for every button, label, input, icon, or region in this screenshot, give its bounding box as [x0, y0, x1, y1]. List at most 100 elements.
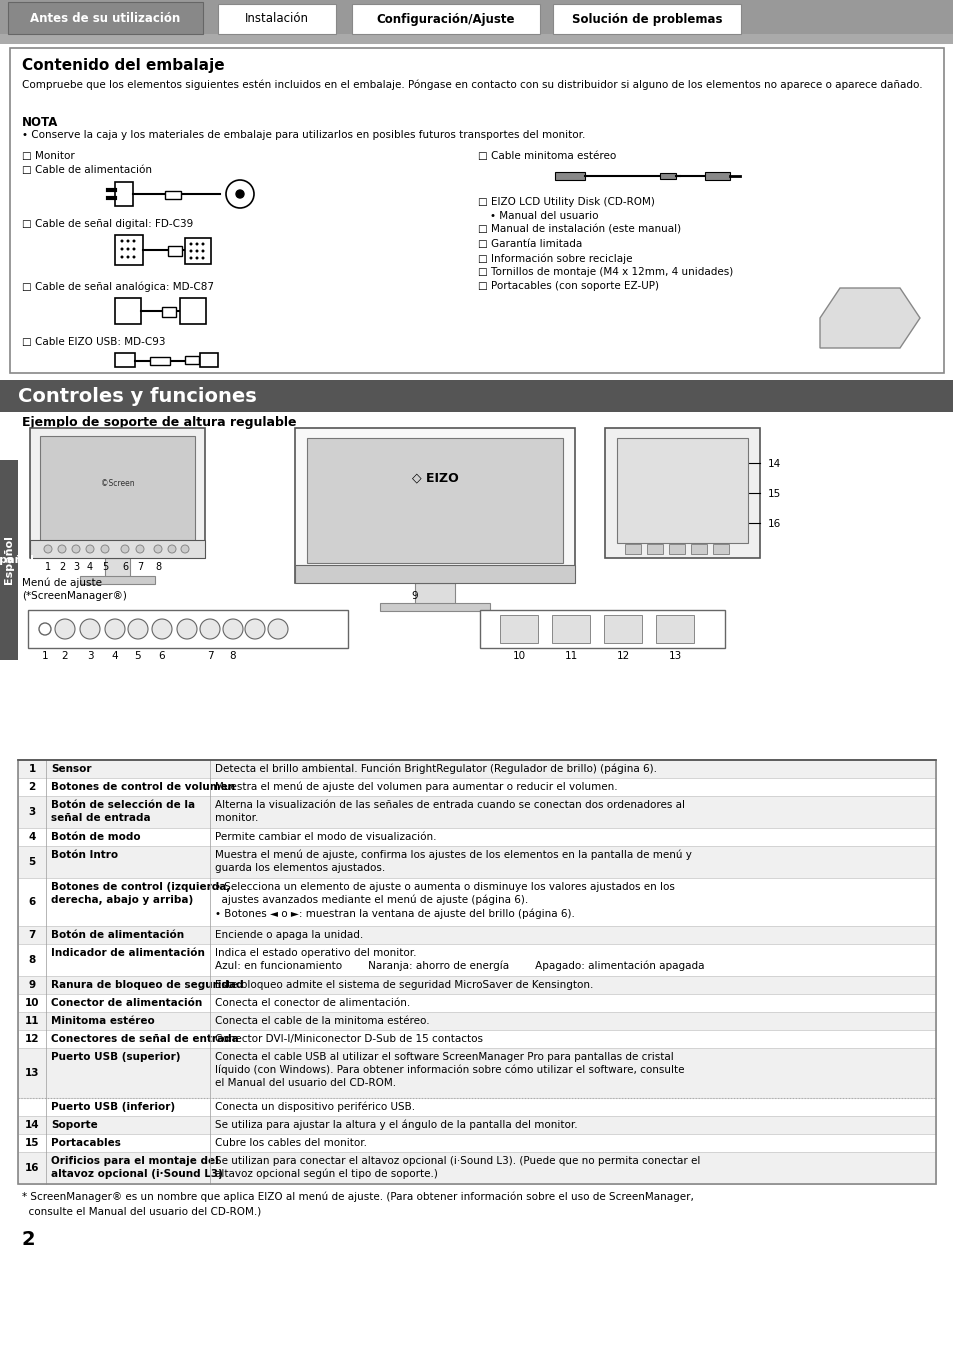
Circle shape [44, 545, 52, 554]
Text: 15: 15 [25, 1138, 39, 1148]
Bar [18, 878, 935, 926]
Bar [18, 1134, 935, 1152]
Text: Indicador de alimentación: Indicador de alimentación [51, 948, 205, 958]
Bar [18, 976, 935, 994]
Text: 7: 7 [207, 651, 213, 661]
Text: Alterna la visualización de las señales de entrada cuando se conectan dos ordena: Alterna la visualización de las señales … [214, 801, 684, 822]
Text: □ Cable minitoma estéreo: □ Cable minitoma estéreo [477, 151, 616, 161]
Text: Se utilizan para conectar el altavoz opcional (i·Sound L3). (Puede que no permit: Se utilizan para conectar el altavoz opc… [214, 1156, 700, 1180]
Text: 8: 8 [154, 562, 161, 572]
Bar [18, 1152, 935, 1184]
Text: Detecta el brillo ambiental. Función BrightRegulator (Regulador de brillo) (pági: Detecta el brillo ambiental. Función Bri… [214, 764, 657, 775]
Text: 2: 2 [22, 1230, 35, 1249]
Text: 6: 6 [158, 651, 165, 661]
Circle shape [128, 620, 148, 639]
Circle shape [39, 622, 51, 634]
Bar [105, 558, 130, 578]
Bar [499, 616, 537, 643]
Text: Botón de selección de la
señal de entrada: Botón de selección de la señal de entrad… [51, 801, 195, 822]
Bar [604, 428, 760, 558]
Bar [18, 760, 935, 778]
Bar [479, 610, 724, 648]
Text: 6: 6 [122, 562, 128, 572]
Text: Muestra el menú de ajuste del volumen para aumentar o reducir el volumen.: Muestra el menú de ajuste del volumen pa… [214, 782, 617, 792]
Text: Se utiliza para ajustar la altura y el ángulo de la pantalla del monitor.: Se utiliza para ajustar la altura y el á… [214, 1120, 577, 1130]
Text: ©Screen: ©Screen [101, 478, 134, 487]
Bar [18, 846, 935, 878]
Text: Ranura de bloqueo de seguridad: Ranura de bloqueo de seguridad [51, 980, 243, 990]
Circle shape [127, 239, 130, 243]
Text: □ Cable de alimentación: □ Cable de alimentación [22, 165, 152, 176]
Circle shape [201, 243, 204, 246]
Text: □ Garantía limitada: □ Garantía limitada [477, 239, 581, 248]
Circle shape [190, 250, 193, 252]
Circle shape [201, 250, 204, 252]
Text: 3: 3 [29, 807, 35, 817]
Text: 4: 4 [29, 832, 35, 842]
Text: Compruebe que los elementos siguientes estén incluidos en el embalaje. Póngase e: Compruebe que los elementos siguientes e… [22, 80, 922, 90]
Text: 2: 2 [29, 782, 35, 792]
Bar [18, 828, 935, 846]
Text: Botón Intro: Botón Intro [51, 850, 118, 860]
Text: Botones de control de volumen: Botones de control de volumen [51, 782, 234, 792]
Text: • Conserve la caja y los materiales de embalaje para utilizarlos en posibles fut: • Conserve la caja y los materiales de e… [22, 130, 585, 140]
Bar [18, 994, 935, 1012]
Text: Botón de modo: Botón de modo [51, 832, 140, 842]
Circle shape [132, 239, 135, 243]
Text: 4: 4 [112, 651, 118, 661]
Text: Ejemplo de soporte de altura regulable: Ejemplo de soporte de altura regulable [22, 416, 296, 429]
Text: 14: 14 [25, 1120, 39, 1130]
Text: Permite cambiar el modo de visualización.: Permite cambiar el modo de visualización… [214, 832, 436, 842]
Text: • Selecciona un elemento de ajuste o aumenta o disminuye los valores ajustados e: • Selecciona un elemento de ajuste o aum… [214, 882, 674, 919]
Text: ◇ EIZO: ◇ EIZO [411, 471, 457, 485]
Text: Enciende o apaga la unidad.: Enciende o apaga la unidad. [214, 930, 363, 940]
Circle shape [86, 545, 94, 554]
Circle shape [120, 255, 123, 258]
Text: Botón de alimentación: Botón de alimentación [51, 930, 184, 940]
Circle shape [168, 545, 175, 554]
Text: 6: 6 [29, 896, 35, 907]
Text: Configuración/Ajuste: Configuración/Ajuste [376, 12, 515, 26]
Bar [704, 171, 729, 180]
Bar [0, 34, 953, 45]
Text: * ScreenManager® es un nombre que aplica EIZO al menú de ajuste. (Para obtener i: * ScreenManager® es un nombre que aplica… [22, 1192, 693, 1216]
Text: Contenido del embalaje: Contenido del embalaje [22, 58, 224, 73]
Text: Puerto USB (inferior): Puerto USB (inferior) [51, 1102, 175, 1112]
Circle shape [136, 545, 144, 554]
Circle shape [190, 243, 193, 246]
Text: 7: 7 [136, 562, 143, 572]
Bar [185, 238, 211, 265]
Bar [603, 616, 641, 643]
Text: 9: 9 [29, 980, 35, 990]
Bar [294, 566, 575, 583]
Text: 3: 3 [72, 562, 79, 572]
Text: Puerto USB (superior): Puerto USB (superior) [51, 1052, 180, 1062]
Bar [115, 182, 132, 207]
Text: Conecta el cable de la minitoma estéreo.: Conecta el cable de la minitoma estéreo. [214, 1017, 429, 1026]
Bar [294, 428, 575, 583]
Bar [185, 356, 199, 365]
Text: 5: 5 [102, 562, 108, 572]
Bar [712, 544, 728, 554]
Text: 8: 8 [230, 651, 236, 661]
Text: 15: 15 [767, 489, 781, 500]
Circle shape [226, 180, 253, 208]
Text: NOTA: NOTA [22, 116, 58, 130]
Text: Minitoma estéreo: Minitoma estéreo [51, 1017, 154, 1026]
Text: 1: 1 [29, 764, 35, 774]
Bar [200, 352, 218, 367]
Text: 1: 1 [42, 651, 49, 661]
Bar [415, 583, 455, 605]
Circle shape [105, 620, 125, 639]
Bar [18, 944, 935, 976]
Text: Conecta el conector de alimentación.: Conecta el conector de alimentación. [214, 998, 410, 1008]
Circle shape [80, 620, 100, 639]
Circle shape [121, 545, 129, 554]
Bar [690, 544, 706, 554]
Bar [18, 796, 935, 828]
Text: Muestra el menú de ajuste, confirma los ajustes de los elementos en la pantalla : Muestra el menú de ajuste, confirma los … [214, 850, 691, 873]
Circle shape [223, 620, 243, 639]
Text: Conectores de señal de entrada: Conectores de señal de entrada [51, 1034, 238, 1044]
Text: 14: 14 [767, 459, 781, 468]
Bar [168, 246, 182, 256]
